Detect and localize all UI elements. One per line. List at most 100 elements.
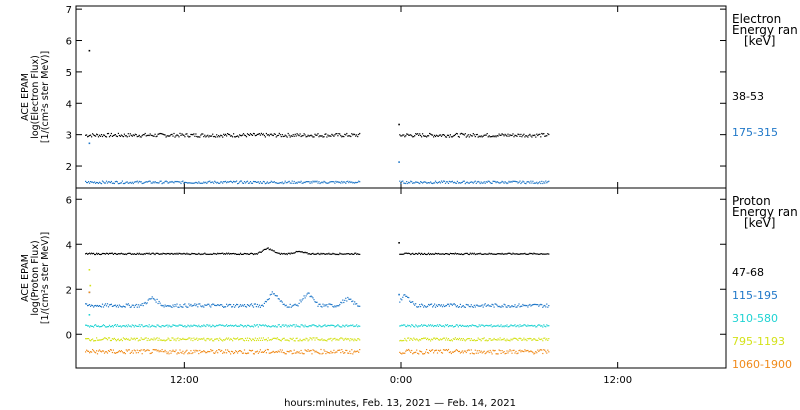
data-point [123, 338, 125, 340]
data-point [296, 337, 298, 339]
data-point [524, 304, 526, 306]
data-point [114, 252, 116, 255]
data-point [318, 181, 320, 183]
data-point [134, 339, 136, 341]
data-point [471, 252, 473, 254]
data-point [324, 339, 326, 341]
data-point [244, 135, 247, 137]
data-point [286, 136, 288, 138]
data-point [409, 253, 411, 255]
data-point [417, 133, 419, 135]
data-point [279, 349, 281, 351]
data-point [290, 338, 292, 340]
data-point [514, 324, 516, 326]
data-point [531, 136, 533, 138]
data-point [87, 325, 89, 327]
data-point [542, 133, 544, 135]
data-point [126, 304, 128, 306]
data-point [438, 181, 441, 183]
data-point [329, 352, 331, 354]
data-point [408, 348, 410, 351]
data-point [430, 324, 432, 326]
data-point [544, 337, 546, 339]
data-point [126, 181, 128, 183]
data-point [406, 295, 408, 297]
data-point [171, 133, 173, 135]
data-point [435, 325, 438, 327]
data-point [500, 352, 502, 354]
data-point [285, 339, 287, 341]
data-point [260, 337, 262, 339]
data-point [452, 135, 454, 137]
data-point [157, 252, 159, 255]
data-point [200, 351, 202, 354]
data-point [270, 339, 272, 341]
data-point [199, 253, 201, 255]
data-point [212, 349, 214, 352]
data-point [317, 338, 319, 341]
data-point [192, 253, 194, 255]
data-point [427, 182, 429, 184]
data-point [544, 182, 546, 184]
data-point [467, 326, 469, 328]
data-point [156, 324, 158, 326]
data-point [206, 304, 208, 306]
data-point [121, 253, 123, 255]
data-point [319, 135, 321, 137]
data-point [102, 324, 105, 326]
data-point [134, 324, 136, 326]
data-point [302, 353, 304, 355]
data-point [292, 324, 294, 326]
data-point [149, 253, 151, 255]
data-point [542, 340, 544, 342]
data-point [163, 134, 165, 136]
data-point [249, 181, 252, 183]
data-point [274, 337, 276, 339]
data-point [327, 352, 329, 354]
data-point [91, 339, 93, 341]
data-point [481, 253, 483, 255]
data-point [261, 250, 263, 252]
data-point [178, 339, 180, 342]
data-point [95, 304, 97, 307]
data-point [404, 294, 406, 296]
data-point [471, 324, 473, 326]
data-point [357, 350, 359, 352]
data-point [355, 252, 357, 254]
data-point [271, 249, 273, 251]
data-point [305, 252, 307, 254]
data-point [183, 134, 185, 136]
data-point [408, 252, 410, 254]
data-point [446, 324, 449, 326]
data-point [453, 303, 455, 305]
data-point [134, 181, 136, 183]
data-point [260, 251, 262, 253]
data-point [544, 304, 546, 307]
data-point [92, 181, 94, 183]
data-point [212, 181, 214, 183]
data-point [232, 306, 234, 308]
data-point [477, 326, 479, 328]
data-point [444, 349, 447, 351]
data-point [91, 325, 93, 327]
data-point [162, 252, 164, 254]
data-point [433, 253, 435, 255]
data-point [225, 349, 227, 351]
data-point [222, 305, 224, 307]
data-point [163, 325, 165, 328]
data-point [521, 305, 523, 307]
data-point [308, 339, 310, 341]
data-point [293, 252, 295, 254]
data-point [486, 351, 488, 353]
data-point [537, 324, 539, 326]
data-point [225, 180, 227, 182]
data-point [539, 349, 541, 351]
data-point [97, 252, 100, 255]
data-point [239, 350, 242, 352]
data-point [224, 181, 226, 183]
data-point [255, 181, 257, 183]
data-point [257, 339, 259, 341]
data-point [171, 180, 173, 183]
data-point [526, 253, 528, 255]
data-point [187, 306, 189, 308]
